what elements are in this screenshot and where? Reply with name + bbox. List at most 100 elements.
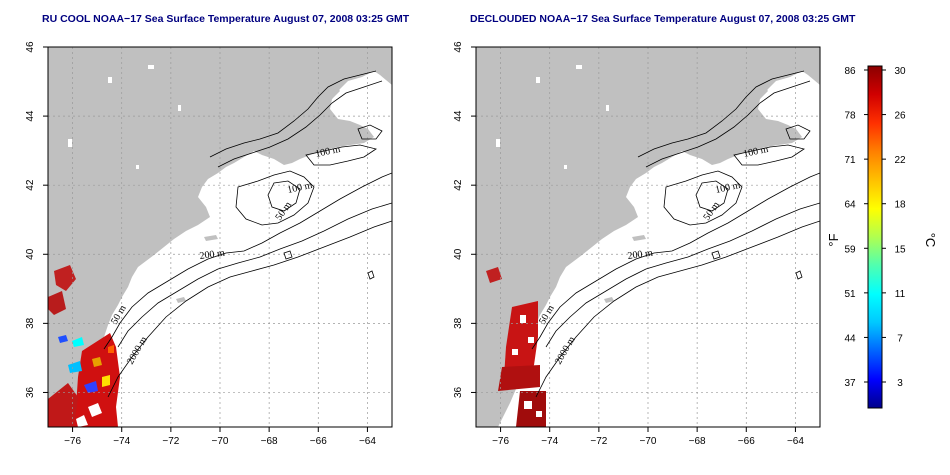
depth-contour-label: 100 m — [286, 180, 313, 196]
lake — [68, 139, 72, 147]
colorbar-f-tick-label: 78 — [844, 111, 856, 122]
sst-patch — [54, 265, 76, 291]
colorbar-c-tick-label: 3 — [897, 378, 903, 389]
colorbar-c-tick-label: 15 — [894, 244, 906, 255]
y-tick-label: 42 — [25, 179, 36, 191]
depth-contour — [305, 144, 377, 166]
colorbar-gradient — [867, 65, 883, 409]
depth-contour — [103, 172, 392, 350]
sst-patch — [68, 361, 82, 373]
x-tick-label: −74 — [541, 436, 558, 447]
colorbar-c-tick-label: 18 — [894, 200, 906, 211]
depth-contour — [545, 202, 820, 348]
lake — [108, 77, 112, 83]
depth-contour — [209, 70, 377, 158]
x-tick-label: −66 — [310, 436, 327, 447]
sst-patch — [512, 349, 518, 355]
y-tick-label: 42 — [453, 179, 464, 191]
sst-patch — [48, 383, 78, 427]
x-tick-label: −74 — [113, 436, 130, 447]
landmass — [786, 51, 800, 61]
sst-patch — [520, 315, 526, 323]
x-tick-label: −72 — [590, 436, 607, 447]
colorbar-f-tick-label: 44 — [844, 333, 856, 344]
depth-contour — [283, 250, 293, 260]
lake — [136, 165, 139, 169]
x-tick-label: −76 — [64, 436, 81, 447]
sst-patch — [504, 301, 538, 377]
sst-patch — [486, 267, 502, 283]
x-tick-label: −64 — [359, 436, 376, 447]
depth-contour-label: 100 m — [714, 180, 741, 196]
sst-patch — [48, 291, 66, 315]
sst-patch — [92, 357, 102, 367]
lake — [564, 165, 567, 169]
sst-patch — [102, 375, 110, 387]
depth-contour — [107, 220, 392, 398]
depth-contour — [357, 124, 383, 140]
sst-patch — [498, 365, 540, 391]
depth-contour — [535, 220, 820, 398]
x-tick-label: −70 — [640, 436, 657, 447]
colorbar-c-tick-label: 22 — [894, 155, 906, 166]
x-tick-label: −64 — [787, 436, 804, 447]
depth-contour — [711, 250, 721, 260]
panel-title: RU COOL NOAA−17 Sea Surface Temperature … — [42, 13, 410, 25]
depth-contour — [695, 180, 729, 212]
panel-title: DECLOUDED NOAA−17 Sea Surface Temperatur… — [470, 13, 856, 25]
depth-contour — [785, 124, 811, 140]
depth-contour — [117, 202, 392, 348]
depth-contour — [217, 80, 383, 168]
sst-patch — [536, 411, 542, 417]
colorbar-f-tick-label: 59 — [844, 244, 856, 255]
depth-contour-label: 200 m — [627, 248, 654, 262]
y-tick-label: 40 — [453, 248, 464, 260]
fahrenheit-unit-label: °F — [826, 233, 841, 246]
depth-contour — [235, 170, 315, 226]
lake — [576, 65, 582, 69]
colorbar-f-tick-label: 86 — [844, 66, 856, 77]
sst-patch — [108, 345, 114, 353]
colorbar-f-tick-label: 51 — [844, 289, 856, 300]
sst-patch — [72, 333, 120, 427]
y-tick-label: 36 — [25, 386, 36, 398]
lake — [178, 105, 181, 111]
depth-contour-label: 100 m — [742, 144, 769, 160]
landmass — [204, 235, 218, 241]
sst-patch — [58, 335, 68, 343]
y-tick-label: 36 — [453, 386, 464, 398]
colorbar-c-tick-label: 11 — [895, 289, 906, 300]
landmass — [726, 83, 768, 105]
colorbar-c-tick-label: 26 — [894, 111, 906, 122]
landmass — [632, 235, 646, 241]
raw-sst-map-panel: RU COOL NOAA−17 Sea Surface Temperature … — [25, 13, 410, 447]
sst-patch — [528, 337, 534, 343]
landmass — [476, 47, 820, 427]
lake — [606, 105, 609, 111]
y-tick-label: 44 — [453, 110, 464, 122]
x-tick-label: −66 — [738, 436, 755, 447]
depth-contour — [531, 172, 820, 350]
colorbar-f-tick-label: 37 — [844, 378, 856, 389]
colorbar-f-tick-label: 71 — [844, 155, 856, 166]
lake — [496, 139, 500, 147]
y-tick-label: 40 — [25, 248, 36, 260]
colorbar-f-tick-label: 64 — [844, 200, 856, 211]
declouded-sst-map-panel: DECLOUDED NOAA−17 Sea Surface Temperatur… — [453, 13, 856, 447]
depth-contour — [267, 180, 301, 212]
x-tick-label: −68 — [689, 436, 706, 447]
sst-patch — [88, 403, 102, 417]
sst-patch — [72, 337, 84, 347]
sst-patch — [84, 381, 98, 393]
x-tick-label: −76 — [492, 436, 509, 447]
landmass — [48, 47, 392, 427]
x-tick-label: −72 — [162, 436, 179, 447]
landmass — [358, 51, 372, 61]
sst-patch — [76, 415, 88, 427]
landmass — [298, 83, 340, 105]
x-tick-label: −70 — [212, 436, 229, 447]
